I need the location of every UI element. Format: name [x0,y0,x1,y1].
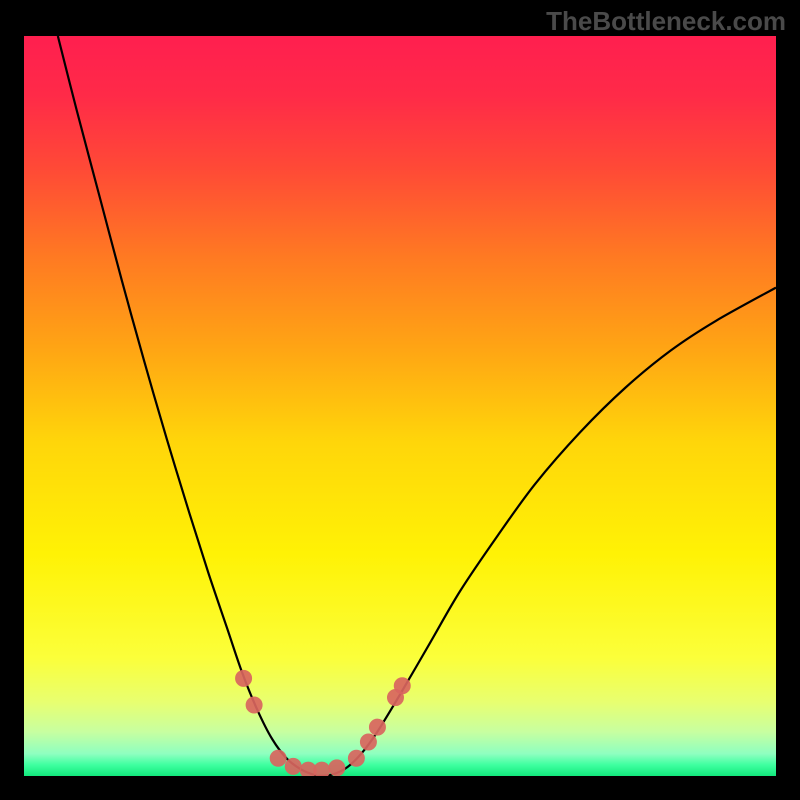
curve-marker [329,760,345,776]
curve-markers [236,670,411,776]
curve-marker [246,697,262,713]
curve-marker [394,678,410,694]
curve-marker [369,719,385,735]
right-curve-path [317,288,776,776]
plot-area [24,36,776,776]
curve-marker [285,758,301,774]
left-curve-path [58,36,317,776]
chart-container: TheBottleneck.com [0,0,800,800]
bottleneck-curve [24,36,776,776]
curve-marker [360,734,376,750]
curve-marker [348,750,364,766]
curve-marker [314,762,330,776]
watermark-text: TheBottleneck.com [546,6,786,37]
curve-marker [270,750,286,766]
curve-marker [236,670,252,686]
